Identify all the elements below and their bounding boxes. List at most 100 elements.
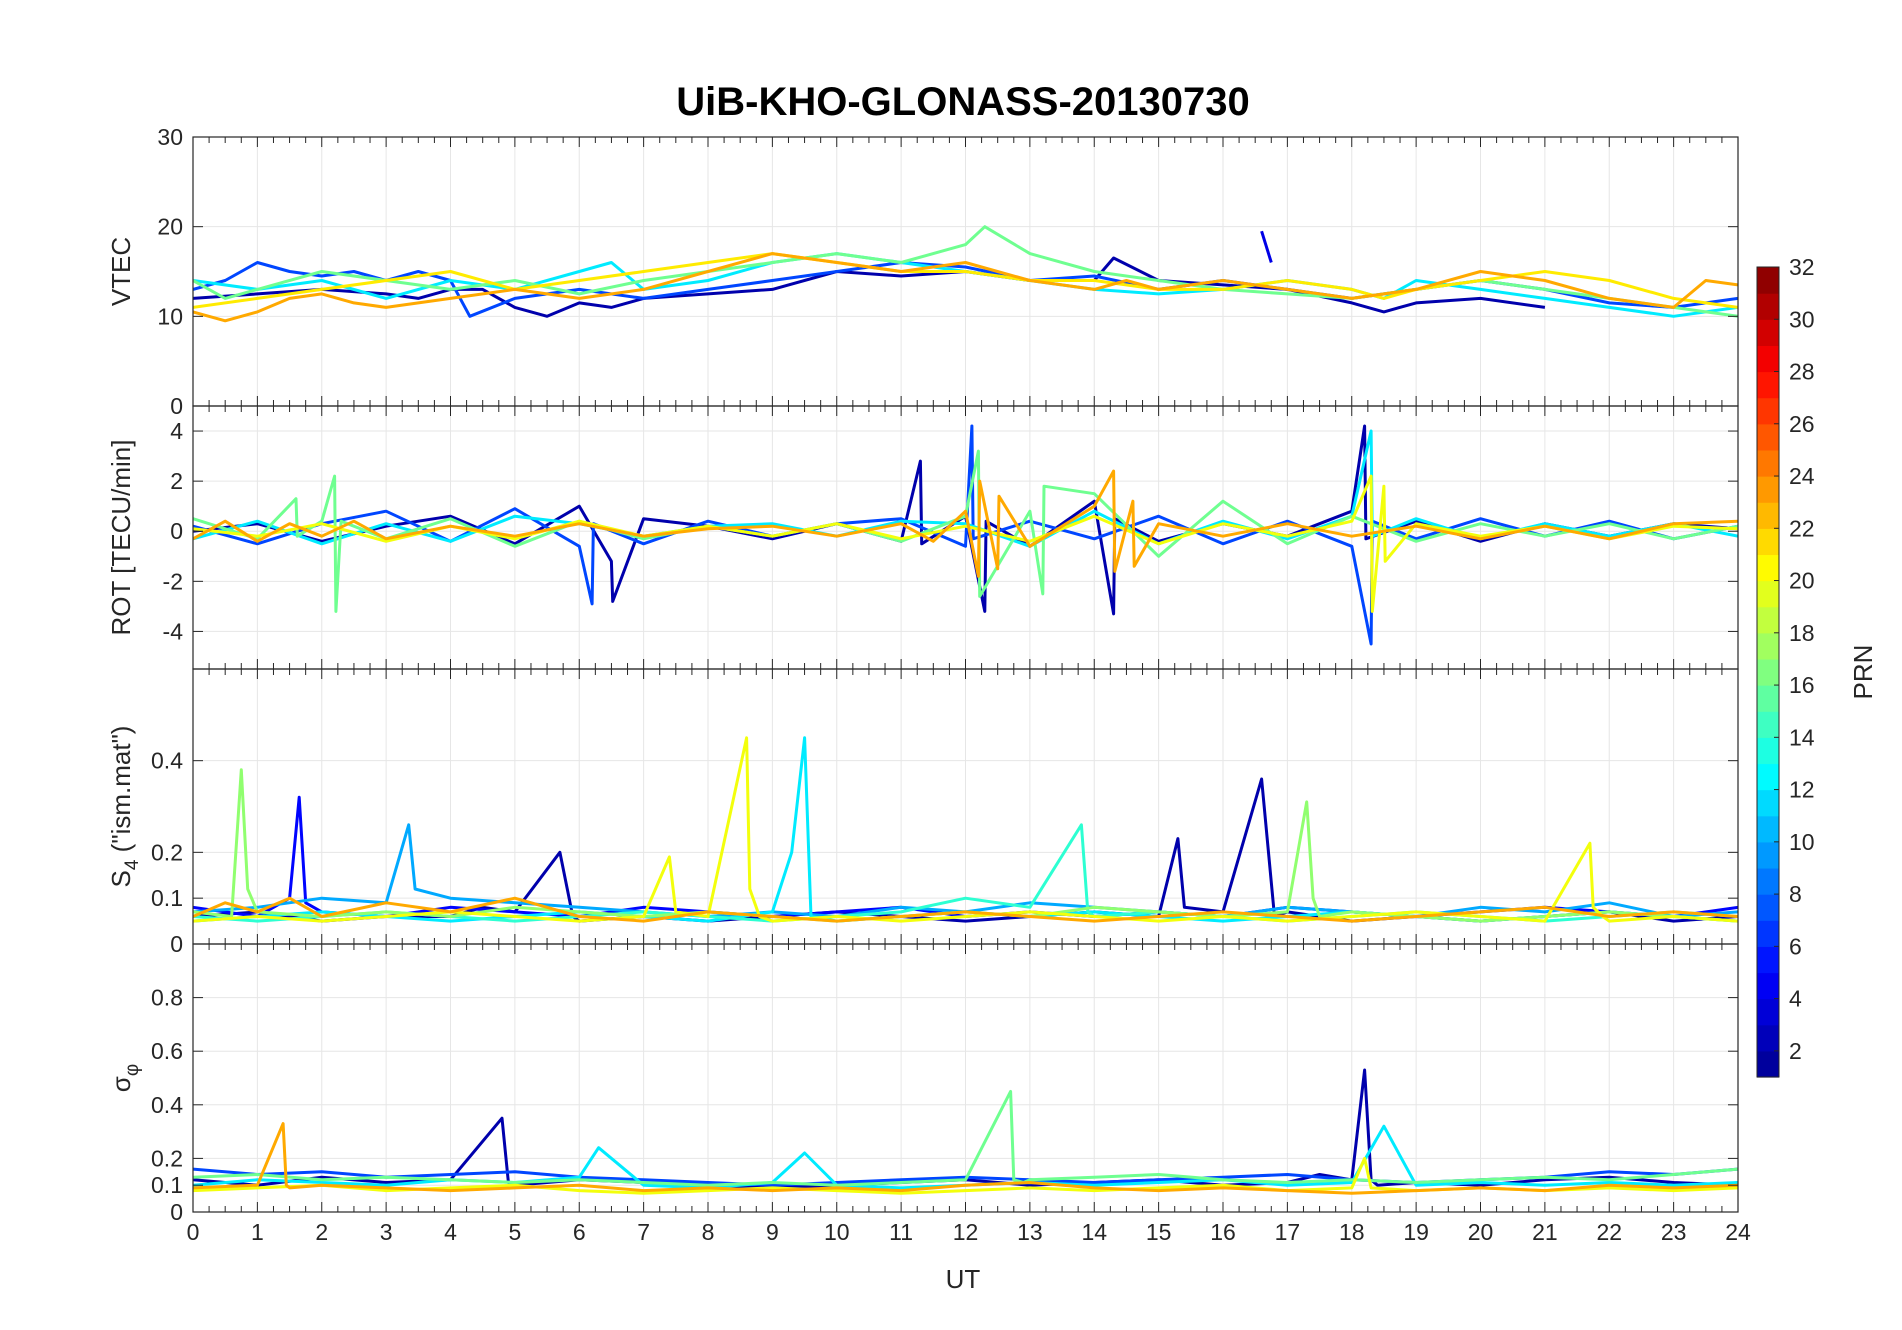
colorbar-swatch	[1757, 737, 1779, 765]
x-tick-label: 1	[251, 1219, 264, 1245]
colorbar-swatch	[1757, 371, 1779, 399]
x-tick-label: 3	[380, 1219, 393, 1245]
colorbar-swatch	[1757, 449, 1779, 477]
series-prn-10	[193, 823, 1738, 918]
colorbar-tick-label: 14	[1789, 724, 1815, 750]
y-tick-label: 0.2	[151, 1145, 183, 1171]
colorbar-swatch	[1757, 894, 1779, 921]
colorbar-tick-label: 8	[1789, 881, 1802, 907]
colorbar-swatch	[1757, 267, 1779, 294]
colorbar-tick-label: 18	[1789, 620, 1815, 646]
panel-rot: -4 -2 0 2 4 ROT [TECU/min]	[106, 405, 1739, 670]
colorbar-tick-label: 22	[1789, 515, 1815, 541]
colorbar-swatch	[1757, 998, 1779, 1026]
series-prn-4	[1260, 230, 1273, 263]
y-tick-label: 0	[170, 931, 183, 957]
colorbar-tick-label: 2	[1789, 1038, 1802, 1064]
x-axis-label: UT	[946, 1264, 981, 1294]
x-tick-label: 14	[1081, 1219, 1107, 1245]
colorbar-tick-label: 30	[1789, 306, 1815, 332]
colorbar-swatch	[1757, 711, 1779, 738]
y-tick-label: 0.1	[151, 1172, 183, 1198]
y-tick-label: -2	[163, 568, 183, 594]
x-tick-label: 11	[889, 1219, 913, 1245]
x-tick-label: 17	[1275, 1219, 1301, 1245]
chart-title: UiB-KHO-GLONASS-20130730	[676, 80, 1250, 124]
colorbar-swatch	[1757, 580, 1779, 608]
y-tick-label: 0.1	[151, 885, 183, 911]
x-tick-label: 19	[1403, 1219, 1429, 1245]
colorbar-tick-label: 6	[1789, 933, 1802, 959]
x-tick-label: 20	[1468, 1219, 1494, 1245]
y-tick-label: 0	[170, 1199, 183, 1225]
x-tick-label: 13	[1017, 1219, 1043, 1245]
colorbar-tick-label: 32	[1789, 254, 1815, 280]
y-tick-label: 0.4	[151, 748, 183, 774]
colorbar-swatch	[1757, 423, 1779, 451]
series-prn-23	[193, 252, 1738, 323]
colorbar-swatch	[1757, 554, 1779, 582]
colorbar-swatch	[1757, 397, 1779, 425]
colorbar-tick-label: 20	[1789, 568, 1815, 594]
series-prn-20	[193, 474, 1738, 613]
x-tick-label: 8	[702, 1219, 715, 1245]
colorbar-tick-label: 16	[1789, 672, 1815, 698]
colorbar-tick-label: 10	[1789, 829, 1815, 855]
x-tick-label: 4	[444, 1219, 457, 1245]
series-prn-21	[193, 252, 1738, 309]
y-tick-label: 2	[170, 468, 183, 494]
colorbar-swatch	[1757, 789, 1779, 817]
series-prn-20	[193, 736, 1738, 923]
y-axis-label-rot: ROT [TECU/min]	[106, 440, 136, 636]
series-prn-16	[193, 1089, 1738, 1187]
colorbar-swatch	[1757, 606, 1779, 634]
colorbar-swatch	[1757, 293, 1779, 320]
x-tick-label: 2	[315, 1219, 328, 1245]
y-tick-label: 10	[157, 303, 183, 329]
series-prn-23	[193, 1122, 1738, 1195]
series-prn-23	[193, 896, 1738, 923]
traces-s4	[193, 736, 1738, 923]
colorbar-swatch	[1757, 867, 1779, 895]
x-tick-label: 10	[824, 1219, 850, 1245]
colorbar-tick-label: 24	[1789, 463, 1815, 489]
x-tick-label: 12	[953, 1219, 979, 1245]
x-tick-label: 6	[573, 1219, 586, 1245]
x-tick-label: 21	[1532, 1219, 1558, 1245]
colorbar-swatch	[1757, 632, 1779, 660]
x-tick-label: 22	[1596, 1219, 1622, 1245]
colorbar-frame	[1756, 266, 1780, 1078]
y-tick-label: 0.6	[151, 1038, 183, 1064]
colorbar-tick-label: 12	[1789, 777, 1815, 803]
x-tick-label: 15	[1146, 1219, 1172, 1245]
colorbar-swatch	[1757, 972, 1779, 1000]
colorbar-swatch	[1757, 1050, 1779, 1078]
panel-s4: 0 0.1 0.2 0.4 S4 ("ism.mat")	[106, 668, 1739, 957]
y-axis-label-vtec: VTEC	[106, 237, 136, 306]
colorbar-swatch	[1757, 920, 1779, 947]
panel-vtec: 0 10 20 30 VTEC	[106, 124, 1739, 419]
colorbar-tick-label: 28	[1789, 359, 1815, 385]
y-tick-label: 0.2	[151, 839, 183, 865]
x-tick-label: 16	[1210, 1219, 1236, 1245]
y-tick-label: 0.4	[151, 1092, 183, 1118]
y-tick-label: 0	[170, 518, 183, 544]
colorbar-swatch	[1757, 685, 1779, 712]
y-tick-label: 20	[157, 214, 183, 240]
colorbar-swatch	[1757, 476, 1779, 503]
x-tick-label: 9	[766, 1219, 779, 1245]
colorbar-tick-label: 4	[1789, 986, 1802, 1012]
colorbar-swatch	[1757, 502, 1779, 529]
y-tick-label: 4	[170, 418, 183, 444]
colorbar-swatch	[1757, 319, 1779, 346]
colorbar-tick-label: 26	[1789, 411, 1815, 437]
colorbar-label: PRN	[1848, 645, 1878, 700]
x-tick-label: 18	[1339, 1219, 1365, 1245]
traces-vtec	[193, 225, 1738, 323]
x-tick-label: 7	[637, 1219, 650, 1245]
traces-rot	[193, 424, 1738, 646]
colorbar-swatch	[1757, 763, 1779, 791]
